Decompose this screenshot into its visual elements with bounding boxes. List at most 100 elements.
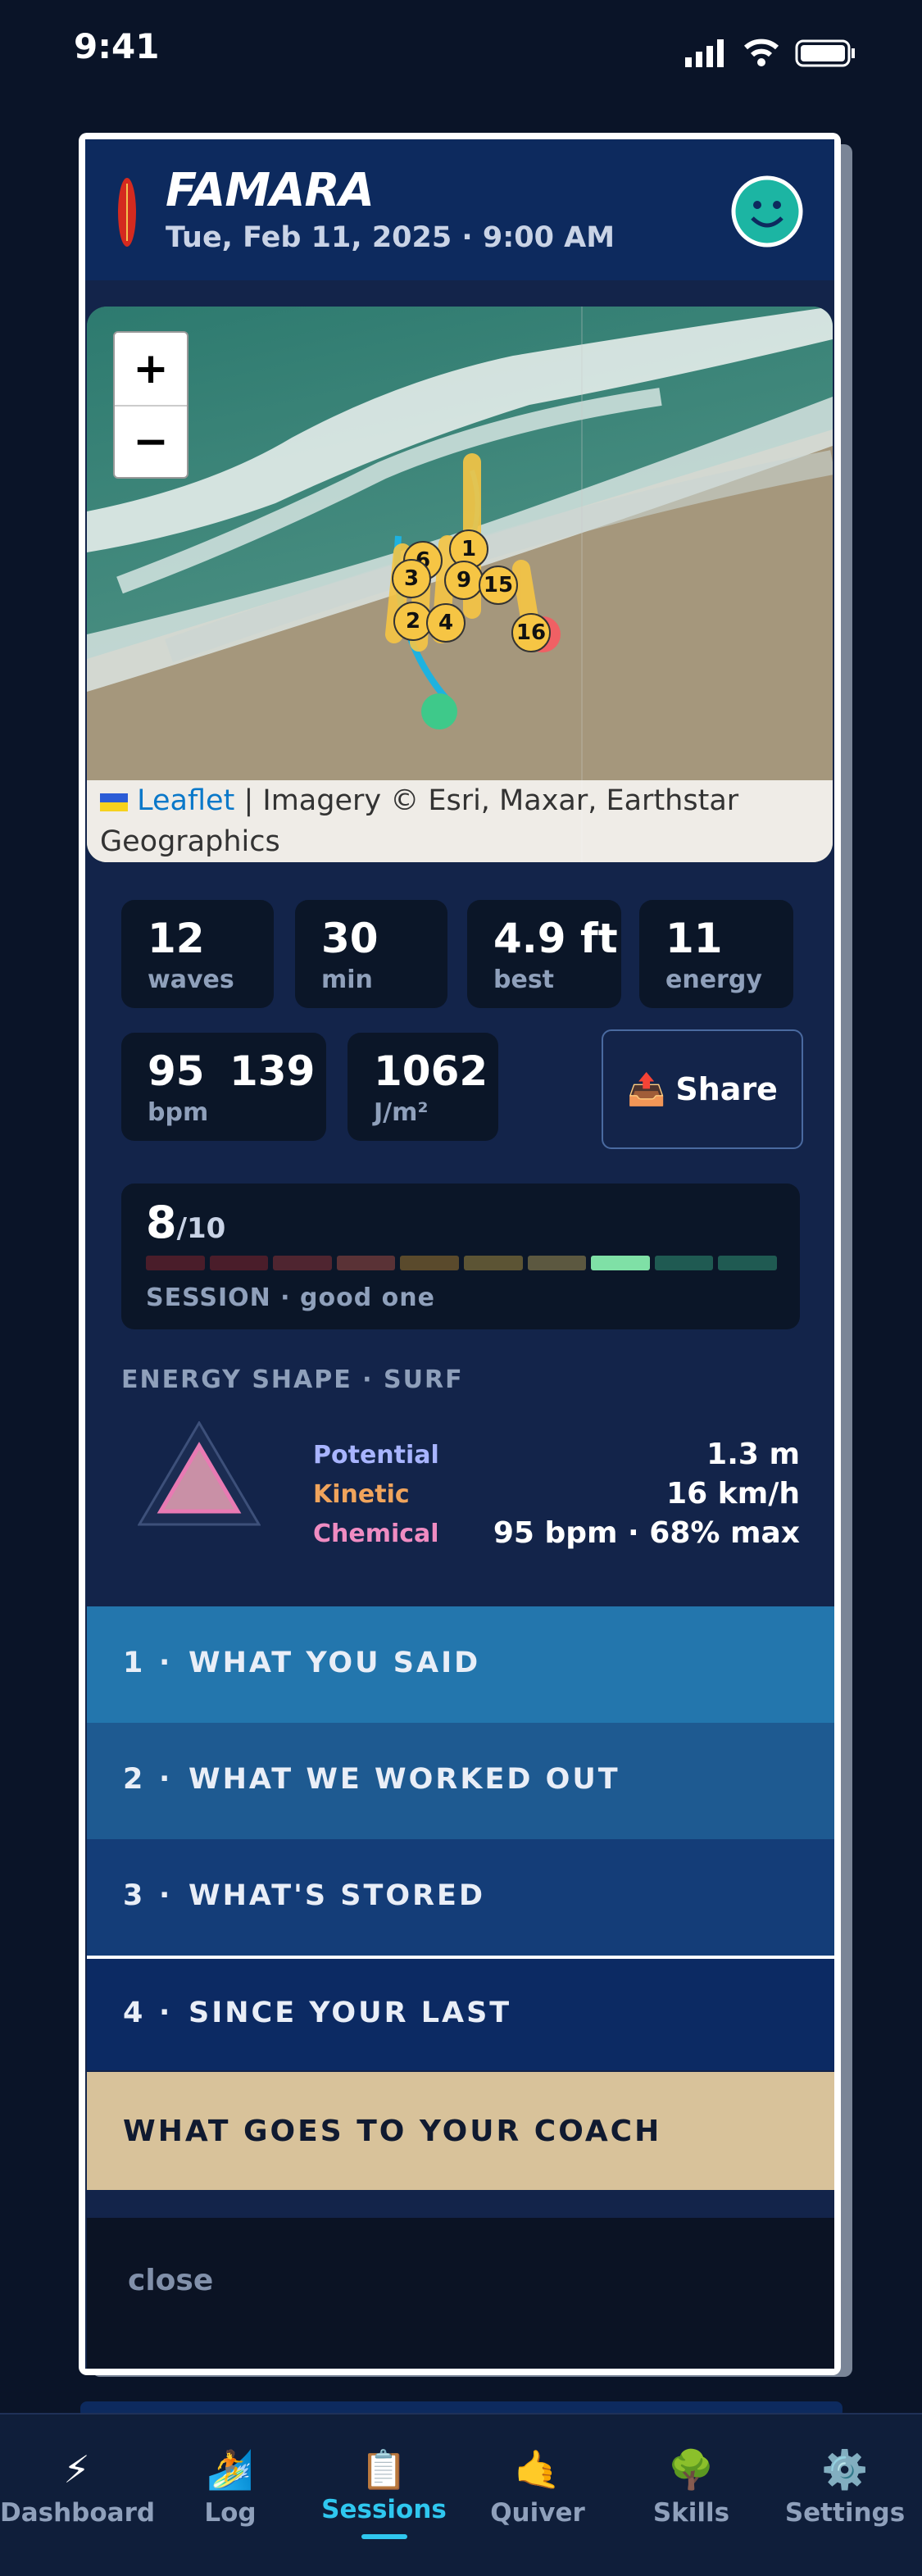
map[interactable]: + − 6 1 3 9 15 2 4 16 Leaflet | Imagery © Esri,…	[87, 307, 833, 862]
nav-item[interactable]: ⚡ Dashboard	[0, 2447, 156, 2562]
nav-label: Log	[204, 2498, 257, 2528]
nav-item[interactable]: 📋 Sessions	[307, 2447, 461, 2562]
section-number: 3	[123, 1879, 146, 1912]
stat-value: 4.9 ft	[493, 915, 618, 962]
score-value: 8	[146, 1197, 177, 1248]
map-marker[interactable]: 4	[426, 603, 466, 643]
attribution-text: | Imagery © Esri, Maxar, Earthstar Geogr…	[100, 784, 739, 858]
score-segment	[527, 1256, 587, 1270]
session-title: FAMARA	[166, 164, 375, 217]
section-number: 4	[123, 1997, 146, 2029]
nav-label: Skills	[652, 2498, 730, 2528]
nav-icon: 🌳	[667, 2447, 715, 2492]
score-bar	[146, 1256, 777, 1270]
nav-icon: ⚙️	[821, 2447, 869, 2492]
section-number: 1	[123, 1647, 146, 1679]
nav-label: Settings	[784, 2498, 906, 2528]
header: FAMARA Tue, Feb 11, 2025 · 9:00 AM	[85, 139, 834, 280]
nav-label: Dashboard	[0, 2498, 156, 2528]
stat-box: 1062 J/m²	[347, 1033, 498, 1141]
score-segment	[718, 1256, 777, 1270]
stat-label: best	[493, 965, 555, 994]
coach-section[interactable]: WHAT GOES TO YOUR COACH	[87, 2072, 834, 2190]
stat-value: 12	[148, 915, 205, 962]
stat-box: 95 139 bpm	[121, 1033, 326, 1141]
stat-value: 1062	[374, 1047, 488, 1095]
stat-label: J/m²	[374, 1098, 429, 1127]
zoom-out[interactable]: −	[133, 417, 169, 466]
nav-icon: 📋	[360, 2447, 408, 2492]
energy-value: 95 bpm · 68% max	[493, 1516, 800, 1550]
close-button[interactable]: close	[128, 2264, 214, 2297]
score-segment	[463, 1256, 523, 1270]
section-title: WHAT WE WORKED OUT	[188, 1763, 620, 1796]
board-icon	[118, 178, 136, 247]
status-icons	[685, 39, 855, 67]
map-marker[interactable]: 15	[479, 566, 518, 605]
energy-value: 16 km/h	[666, 1477, 800, 1511]
energy-heading: ENERGY SHAPE · SURF	[121, 1365, 464, 1394]
section-row[interactable]: 1 · WHAT YOU SAID	[87, 1606, 834, 1723]
session-date: Tue, Feb 11, 2025 · 9:00 AM	[166, 221, 615, 254]
mood-icon[interactable]	[731, 175, 803, 248]
score: 8/10	[146, 1197, 225, 1248]
stat-box: 30 min	[295, 900, 447, 1008]
map-marker[interactable]: 3	[392, 559, 431, 598]
score-segment	[591, 1256, 650, 1270]
status-time: 9:41	[74, 26, 160, 66]
section-sep: ·	[159, 1997, 173, 2029]
map-marker[interactable]: 16	[511, 613, 551, 652]
nav-active-indicator	[361, 2534, 407, 2539]
score-segment	[146, 1256, 205, 1270]
energy-name: Kinetic	[313, 1480, 410, 1509]
stat-box: 11 energy	[639, 900, 793, 1008]
score-box: 8/10 SESSION · good one	[121, 1184, 800, 1329]
stat-label: energy	[665, 965, 762, 994]
nav-item[interactable]: 🌳 Skills	[615, 2447, 768, 2562]
score-segment	[400, 1256, 459, 1270]
nav-bar: ⚡ Dashboard 🏄 Log 📋 Sessions 🤙 Quiver 🌳 Skills ⚙️ S…	[0, 2413, 922, 2576]
energy-triangle	[138, 1421, 261, 1526]
stat-label: min	[321, 965, 373, 994]
share-button[interactable]: 📤 Share	[602, 1029, 803, 1149]
nav-icon: 🏄	[207, 2447, 254, 2492]
section-title: WHAT'S STORED	[188, 1879, 485, 1912]
zoom-control: + −	[113, 331, 188, 479]
section-row[interactable]: 2 · WHAT WE WORKED OUT	[87, 1723, 834, 1839]
stat-value: 95	[148, 1047, 205, 1095]
flag-icon	[100, 793, 128, 811]
leaflet-link[interactable]: Leaflet	[137, 784, 235, 817]
stat-box: 4.9 ft best	[467, 900, 621, 1008]
nav-item[interactable]: ⚙️ Settings	[769, 2447, 922, 2562]
stat-value: 30	[321, 915, 379, 962]
energy-name: Chemical	[313, 1520, 439, 1548]
nav-item[interactable]: 🤙 Quiver	[461, 2447, 615, 2562]
section-sep: ·	[159, 1763, 173, 1796]
close-area: close	[87, 2218, 834, 2369]
score-segment	[654, 1256, 714, 1270]
score-max: /10	[176, 1212, 226, 1245]
section-title: SINCE YOUR LAST	[188, 1997, 512, 2029]
stat-value: 11	[665, 915, 723, 962]
attribution: Leaflet | Imagery © Esri, Maxar, Earthst…	[87, 780, 833, 862]
section-sep: ·	[159, 1879, 173, 1912]
score-segment	[273, 1256, 332, 1270]
energy-value: 1.3 m	[706, 1438, 800, 1471]
share-icon: 📤	[627, 1070, 666, 1107]
section-row[interactable]: 4 · SINCE YOUR LAST	[87, 1959, 834, 2070]
nav-item[interactable]: 🏄 Log	[154, 2447, 307, 2562]
section-row[interactable]: 3 · WHAT'S STORED	[87, 1839, 834, 1956]
energy-name: Potential	[313, 1441, 439, 1470]
section-number: 2	[123, 1763, 146, 1796]
zoom-in[interactable]: +	[115, 333, 187, 407]
score-segment	[336, 1256, 396, 1270]
nav-label: Quiver	[490, 2498, 585, 2528]
share-label: Share	[675, 1071, 778, 1107]
section-divider	[87, 1956, 834, 1959]
score-caption: SESSION · good one	[146, 1283, 435, 1312]
stat-label: waves	[148, 965, 234, 994]
section-sep: ·	[159, 1647, 173, 1679]
nav-label: Sessions	[321, 2495, 447, 2524]
map-marker[interactable]: 9	[444, 561, 484, 600]
